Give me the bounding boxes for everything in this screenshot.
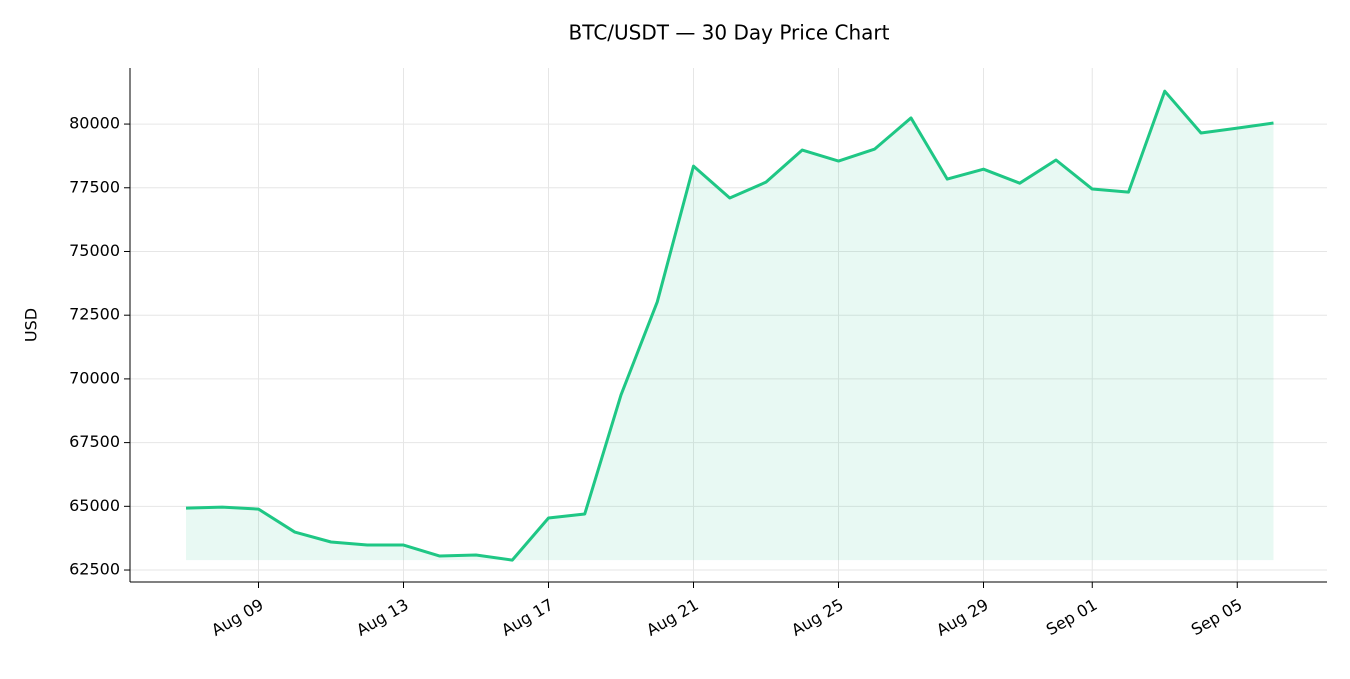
y-tick-label: 65000	[69, 496, 120, 515]
y-tick-label: 75000	[69, 241, 120, 260]
x-tick-label: Aug 09	[208, 595, 267, 640]
y-tick-label: 70000	[69, 368, 120, 387]
y-tick-label: 62500	[69, 560, 120, 579]
y-tick-label: 80000	[69, 114, 120, 133]
y-tick-label: 77500	[69, 177, 120, 196]
y-tick-label: 67500	[69, 432, 120, 451]
x-tick-label: Aug 29	[933, 595, 992, 640]
chart-title: BTC/USDT — 30 Day Price Chart	[569, 21, 890, 45]
x-tick-label: Aug 13	[353, 595, 412, 640]
price-line	[185, 89, 1274, 562]
x-tick-label: Aug 21	[643, 595, 702, 640]
y-tick-label: 72500	[69, 305, 120, 324]
area-fill	[186, 91, 1274, 561]
x-tick-label: Sep 05	[1188, 595, 1246, 639]
y-axis-label: USD	[22, 308, 41, 342]
x-tick-label: Aug 17	[498, 595, 557, 640]
x-tick-label: Sep 01	[1043, 595, 1101, 639]
x-tick-label: Aug 25	[788, 595, 847, 640]
